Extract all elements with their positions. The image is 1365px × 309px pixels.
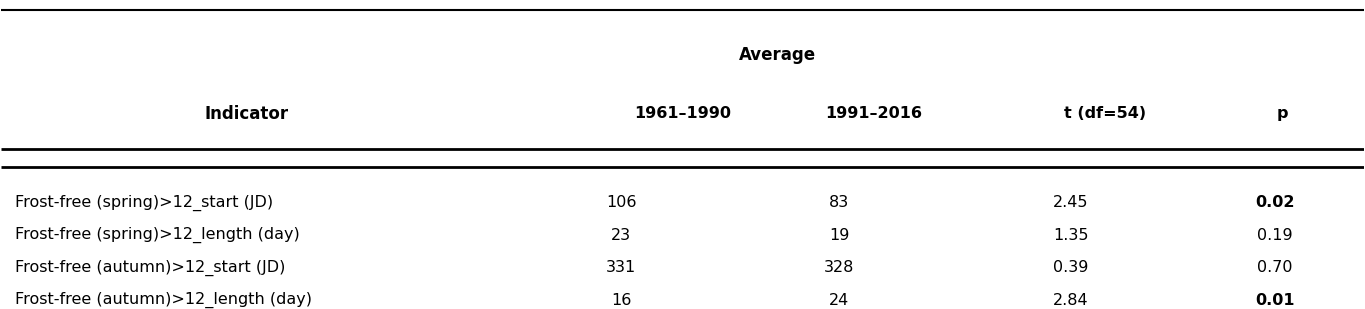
Text: Frost-free (autumn)>12_length (day): Frost-free (autumn)>12_length (day) — [15, 292, 313, 308]
Text: 1961–1990: 1961–1990 — [633, 106, 732, 121]
Text: 19: 19 — [829, 227, 849, 243]
Text: Frost-free (autumn)>12_start (JD): Frost-free (autumn)>12_start (JD) — [15, 260, 285, 276]
Text: 0.39: 0.39 — [1052, 260, 1088, 275]
Text: 106: 106 — [606, 195, 636, 210]
Text: Average: Average — [740, 46, 816, 64]
Text: 24: 24 — [829, 293, 849, 307]
Text: Indicator: Indicator — [205, 105, 288, 123]
Text: 83: 83 — [829, 195, 849, 210]
Text: 2.84: 2.84 — [1052, 293, 1088, 307]
Text: Frost-free (spring)>12_start (JD): Frost-free (spring)>12_start (JD) — [15, 194, 273, 211]
Text: t (df=54): t (df=54) — [1063, 106, 1145, 121]
Text: 0.19: 0.19 — [1257, 227, 1293, 243]
Text: p: p — [1276, 106, 1287, 121]
Text: 2.45: 2.45 — [1052, 195, 1088, 210]
Text: 0.70: 0.70 — [1257, 260, 1293, 275]
Text: 0.01: 0.01 — [1256, 293, 1295, 307]
Text: 0.02: 0.02 — [1256, 195, 1295, 210]
Text: 1991–2016: 1991–2016 — [824, 106, 921, 121]
Text: 1.35: 1.35 — [1052, 227, 1088, 243]
Text: 23: 23 — [612, 227, 631, 243]
Text: Frost-free (spring)>12_length (day): Frost-free (spring)>12_length (day) — [15, 227, 300, 243]
Text: 16: 16 — [612, 293, 632, 307]
Text: 331: 331 — [606, 260, 636, 275]
Text: 328: 328 — [824, 260, 854, 275]
